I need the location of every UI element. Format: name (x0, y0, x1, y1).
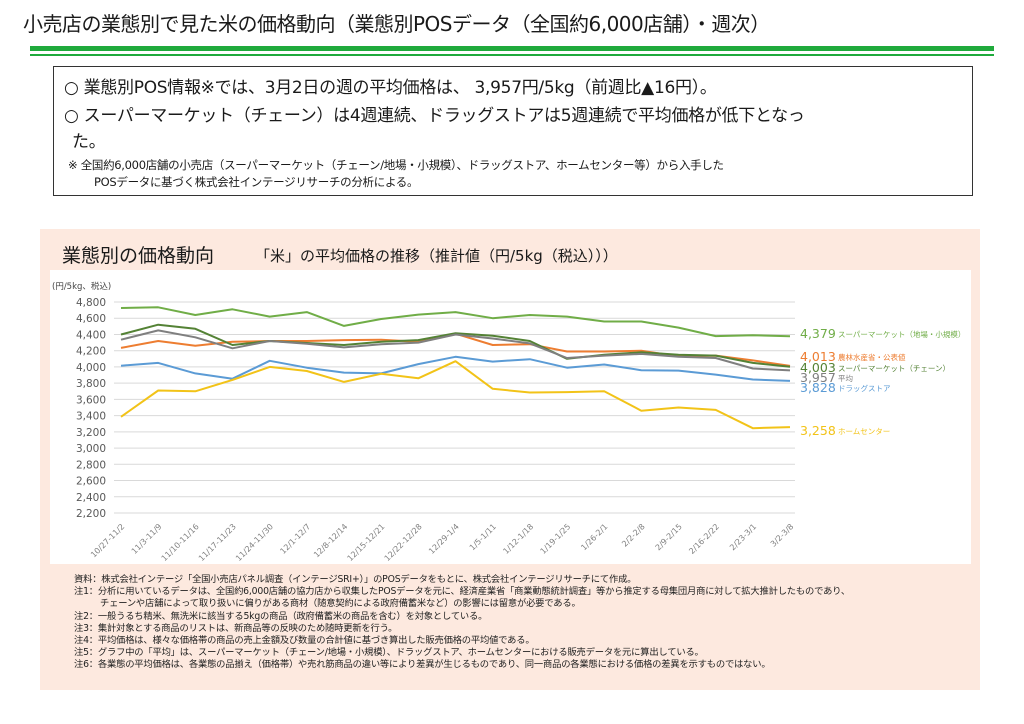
x-tick-label: 10/27-11/2 (89, 522, 126, 559)
y-tick-label: 2,400 (76, 492, 106, 504)
y-tick-label: 4,600 (76, 313, 106, 325)
x-tick-label: 11/3-11/9 (130, 522, 164, 556)
series-line (120, 323, 791, 368)
x-tick-label: 1/26-2/1 (579, 522, 609, 552)
chart-area: (円/5kg、税込) 2,200 2,400 2,600 2,800 3,000 3,20… (50, 270, 971, 564)
x-tick-label: 11/10-11/16 (160, 522, 201, 563)
note-1: 注1：分析に用いているデータは、全国約6,000店舗の協力店から収集したPOSデ… (74, 586, 851, 598)
series-name-label: 平均 (838, 373, 853, 383)
x-tick-label: 12/15-12/21 (346, 522, 387, 563)
x-tick-label: 11/24-11/30 (234, 522, 275, 563)
y-tick-label: 3,200 (76, 427, 106, 439)
end-value-label: 4,003 (800, 360, 836, 375)
end-value-label: 4,013 (800, 349, 836, 364)
series-name-label: ホームセンター (838, 427, 890, 436)
note-6: 注6：各業態の平均価格は、各業態の品揃え（価格帯）や売れ筋商品の違い等により差異… (74, 659, 771, 671)
end-labels: 4,379 スーパーマーケット（地場・小規模）4,013 農林水産省・公表値4,00… (800, 326, 965, 438)
page-title: 小売店の業態別で見た米の価格動向（業態別POSデータ（全国約6,000店舗）・週… (23, 12, 770, 36)
y-tick-label: 3,000 (76, 443, 106, 455)
y-tick-label: 2,800 (76, 459, 106, 471)
x-tick-label: 12/29-1/4 (427, 522, 461, 556)
x-axis-ticks: 10/27-11/2 11/3-11/911/10-11/1611/17-11/2… (89, 522, 795, 563)
title-rule-thin (30, 54, 994, 56)
note-source: 資料：株式会社インテージ「全国小売店パネル調査（インテージSRI+）」のPOSデ… (74, 574, 637, 585)
chart-panel: 業態別の価格動向 「米」の平均価格の推移（推計値（円/5kg（税込））） (円/… (40, 229, 980, 690)
end-value-label: 3,957 (800, 370, 836, 385)
footnotes: 資料：株式会社インテージ「全国小売店パネル調査（インテージSRI+）」のPOSデ… (74, 574, 850, 672)
x-tick-label: 12/1-12/7 (278, 522, 312, 556)
line-chart: (円/5kg、税込) 2,200 2,400 2,600 2,800 3,000 3,20… (52, 281, 965, 563)
summary-note-1: ※ 全国約6,000店舗の小売店（スーパーマーケット（チェーン/地場・小規模）、… (68, 158, 724, 172)
y-tick-label: 3,800 (76, 378, 106, 390)
y-axis-unit-label: (円/5kg、税込) (52, 281, 111, 292)
y-tick-label: 4,200 (76, 346, 106, 358)
x-tick-label: 2/2-2/8 (620, 522, 647, 549)
y-tick-label: 4,400 (76, 329, 106, 341)
series-line (120, 306, 791, 338)
y-tick-label: 4,000 (76, 362, 106, 374)
y-tick-label: 3,400 (76, 411, 106, 423)
x-tick-label: 1/19-1/25 (539, 522, 573, 556)
note-2: 注2：一般うるち精米、無洗米に該当する5kgの商品（政府備蓄米の商品を含む）を対… (74, 610, 488, 622)
x-tick-label: 1/5-1/11 (468, 522, 498, 552)
series-name-label: スーパーマーケット（地場・小規模） (838, 329, 965, 339)
panel-subtitle: 「米」の平均価格の推移（推計値（円/5kg（税込））） (255, 247, 618, 265)
note-5: 注5：グラフ中の「平均」は、スーパーマーケット（チェーン/地場・小規模）、ドラッ… (74, 647, 704, 659)
y-tick-label: 4,800 (76, 297, 106, 309)
end-value-label: 4,379 (800, 326, 836, 341)
note-1-cont: チェーンや店舗によって取り扱いに偏りがある商材（随意契約による政府備蓄米など）の… (100, 598, 581, 610)
panel-title: 業態別の価格動向 (62, 245, 215, 267)
end-value-label: 3,828 (800, 380, 836, 395)
summary-line-1: ○ 業態別POS情報※では、3月2日の週の平均価格は、 3,957円/5kg（前… (64, 78, 717, 98)
title-rule-thick (30, 46, 994, 51)
y-axis-ticks: 2,200 2,400 2,600 2,800 3,000 3,200 3,400 3,600… (76, 297, 106, 520)
summary-note-2: POSデータに基づく株式会社インテージリサーチの分析による。 (94, 175, 419, 189)
x-tick-label: 2/9-2/15 (654, 522, 684, 552)
y-tick-label: 3,600 (76, 394, 106, 406)
series-lines (120, 306, 791, 430)
x-tick-label: 11/17-11/23 (197, 522, 238, 563)
end-value-label: 3,258 (800, 423, 836, 438)
series-line (120, 355, 791, 382)
y-tick-label: 2,200 (76, 508, 106, 520)
note-3: 注3：集計対象とする商品のリストは、新商品等の反映のため随時更新を行う。 (74, 622, 398, 634)
x-tick-label: 2/16-2/22 (687, 522, 721, 556)
series-name-label: 農林水産省・公表値 (838, 352, 906, 362)
note-4: 注4：平均価格は、様々な価格帯の商品の売上金額及び数量の合計値に基づき算出した販… (74, 635, 535, 647)
summary-line-2: ○ スーパーマーケット（チェーン）は4週連続、ドラッグストアは5週連続で平均価格… (64, 106, 805, 126)
x-tick-label: 3/2-3/8 (769, 522, 796, 549)
x-tick-label: 12/8-12/14 (312, 522, 349, 559)
y-tick-label: 2,600 (76, 476, 106, 488)
x-tick-label: 12/22-12/28 (383, 522, 424, 563)
series-name-label: ドラッグストア (838, 383, 891, 393)
summary-box: ○ 業態別POS情報※では、3月2日の週の平均価格は、 3,957円/5kg（前… (53, 66, 973, 196)
summary-line-3: た。 (72, 132, 106, 152)
gridlines (114, 301, 795, 514)
series-line (120, 329, 791, 372)
x-tick-label: 1/12-1/18 (501, 522, 535, 556)
series-name-label: スーパーマーケット（チェーン） (838, 364, 950, 373)
series-line (120, 360, 791, 430)
x-tick-label: 2/23-3/1 (728, 522, 758, 552)
